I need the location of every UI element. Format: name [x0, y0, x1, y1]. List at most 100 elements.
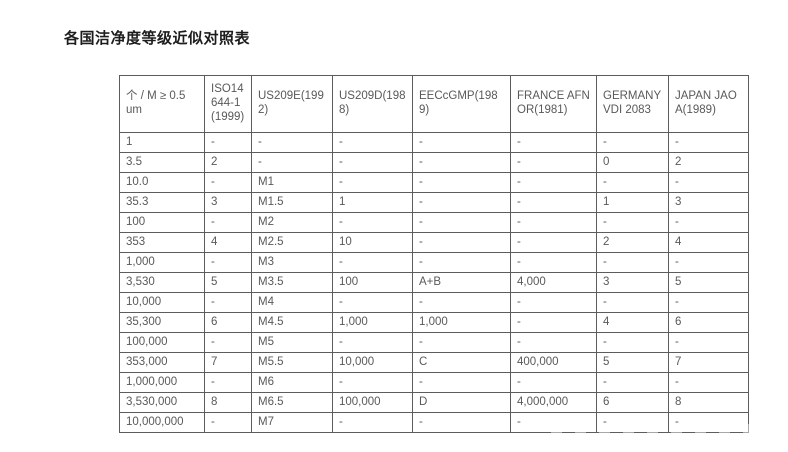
table-cell: M4.5 — [251, 312, 333, 333]
table-cell: - — [510, 152, 597, 173]
table-row: 1,000- M3- - - - - — [119, 252, 749, 273]
table-cell: 5 — [204, 272, 252, 293]
table-cell: 1,000 — [332, 312, 413, 333]
table-cell: - — [510, 212, 597, 233]
table-cell: 1 — [596, 192, 669, 213]
table-cell: - — [510, 292, 597, 313]
table-cell: - — [596, 172, 669, 193]
table-row: 3.5 2- - - -0 2 — [119, 152, 749, 173]
table-cell: - — [668, 132, 749, 153]
table-cell: - — [204, 332, 252, 353]
table-cell: - — [251, 152, 333, 173]
table-cell: - — [204, 132, 252, 153]
table-cell: - — [510, 372, 597, 393]
table-row: 10.0- M1- - - - - — [119, 172, 749, 193]
table-cell: - — [596, 212, 669, 233]
table-cell: - — [332, 292, 413, 313]
table-cell: 353 — [119, 232, 205, 253]
table-cell: 8 — [668, 392, 749, 413]
table-cell: - — [510, 252, 597, 273]
table-cell: M4 — [251, 292, 333, 313]
table-cell: - — [204, 412, 252, 433]
table-cell: 4,000,000 — [510, 392, 597, 413]
table-cell: D — [412, 392, 511, 413]
table-cell: 3.5 — [119, 152, 205, 173]
table-row: 353,000 7 M5.5 10,000 C 400,000 5 7 — [119, 352, 749, 373]
table-row: 10,000- M4- - - - - — [119, 292, 749, 313]
table-row: 1,000,000- M6- - - - - — [119, 372, 749, 393]
table-cell: 1,000 — [119, 252, 205, 273]
table-cell: 400,000 — [510, 352, 597, 373]
table-cell: 10,000 — [119, 292, 205, 313]
cleanliness-grade-comparison-table: 个 / M ≥ 0.5um ISO14644-1(1999) US209E(1992… — [119, 75, 749, 433]
table-cell: 3,530,000 — [119, 392, 205, 413]
table-cell: - — [332, 172, 413, 193]
table-cell: 1 — [119, 132, 205, 153]
table-cell: 2 — [668, 152, 749, 173]
table-cell: - — [204, 252, 252, 273]
table-row: 35,300 6 M4.5 1,000 1,000-4 6 — [119, 312, 749, 333]
table-cell: - — [668, 292, 749, 313]
table-cell: 0 — [596, 152, 669, 173]
table-row: 10,000,000- M7- - - - - — [119, 412, 749, 433]
table-header-cell: US209D(1988) — [332, 75, 413, 133]
table-cell: 6 — [596, 392, 669, 413]
table-cell: - — [412, 332, 511, 353]
table-cell: - — [668, 172, 749, 193]
table-cell: 4 — [596, 312, 669, 333]
table-cell: - — [596, 412, 669, 433]
table-cell: 100,000 — [119, 332, 205, 353]
table-cell: - — [332, 372, 413, 393]
table-cell: - — [596, 132, 669, 153]
table-cell: - — [596, 292, 669, 313]
table-cell: - — [204, 292, 252, 313]
table-row: 1------- — [119, 132, 749, 153]
table-cell: - — [668, 372, 749, 393]
table-cell: 7 — [204, 352, 252, 373]
table-cell: - — [668, 252, 749, 273]
table-cell: - — [510, 132, 597, 153]
table-cell: - — [510, 412, 597, 433]
table-cell: - — [510, 312, 597, 333]
table-cell: - — [412, 212, 511, 233]
table-cell: 100,000 — [332, 392, 413, 413]
table-cell: - — [332, 252, 413, 273]
table-cell: - — [596, 332, 669, 353]
table-cell: 3,530 — [119, 272, 205, 293]
table-cell: M6 — [251, 372, 333, 393]
table-cell: A+B — [412, 272, 511, 293]
table-cell: M3.5 — [251, 272, 333, 293]
table-cell: M2 — [251, 212, 333, 233]
table-cell: - — [412, 372, 511, 393]
table-cell: 2 — [204, 152, 252, 173]
table-cell: - — [668, 412, 749, 433]
table-cell: 6 — [204, 312, 252, 333]
table-cell: M5.5 — [251, 352, 333, 373]
table-header-cell: FRANCE AFNOR(1981) — [510, 75, 597, 133]
table-cell: 10 — [332, 232, 413, 253]
table-cell: 10,000 — [332, 352, 413, 373]
table-cell: M2.5 — [251, 232, 333, 253]
page-title: 各国洁净度等级近似对照表 — [64, 30, 251, 47]
table-cell: M1 — [251, 172, 333, 193]
table-cell: - — [510, 192, 597, 213]
table-cell: - — [412, 172, 511, 193]
table-cell: 100 — [332, 272, 413, 293]
table-cell: 100 — [119, 212, 205, 233]
table-cell: - — [596, 252, 669, 273]
table-cell: - — [332, 412, 413, 433]
table-cell: 1,000,000 — [119, 372, 205, 393]
table-cell: - — [204, 372, 252, 393]
table-row: 100,000- M5- - - - - — [119, 332, 749, 353]
table-cell: 3 — [668, 192, 749, 213]
table-cell: C — [412, 352, 511, 373]
table-cell: 3 — [596, 272, 669, 293]
table-cell: - — [412, 252, 511, 273]
table-cell: 2 — [596, 232, 669, 253]
table-cell: 10,000,000 — [119, 412, 205, 433]
table-cell: 6 — [668, 312, 749, 333]
table-cell: - — [412, 192, 511, 213]
table-cell: - — [510, 232, 597, 253]
table-cell: M6.5 — [251, 392, 333, 413]
table-cell: 10.0 — [119, 172, 205, 193]
